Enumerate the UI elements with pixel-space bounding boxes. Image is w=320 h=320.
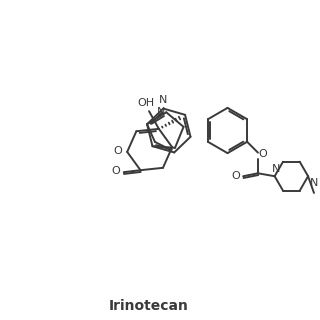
Text: OH: OH — [138, 98, 155, 108]
Text: O: O — [113, 146, 122, 156]
Text: N: N — [159, 95, 167, 105]
Text: O: O — [258, 148, 267, 159]
Text: N: N — [271, 164, 280, 174]
Text: N: N — [157, 107, 165, 117]
Text: O: O — [111, 166, 120, 176]
Text: O: O — [231, 171, 240, 181]
Text: Irinotecan: Irinotecan — [109, 299, 189, 313]
Text: N: N — [310, 178, 318, 188]
